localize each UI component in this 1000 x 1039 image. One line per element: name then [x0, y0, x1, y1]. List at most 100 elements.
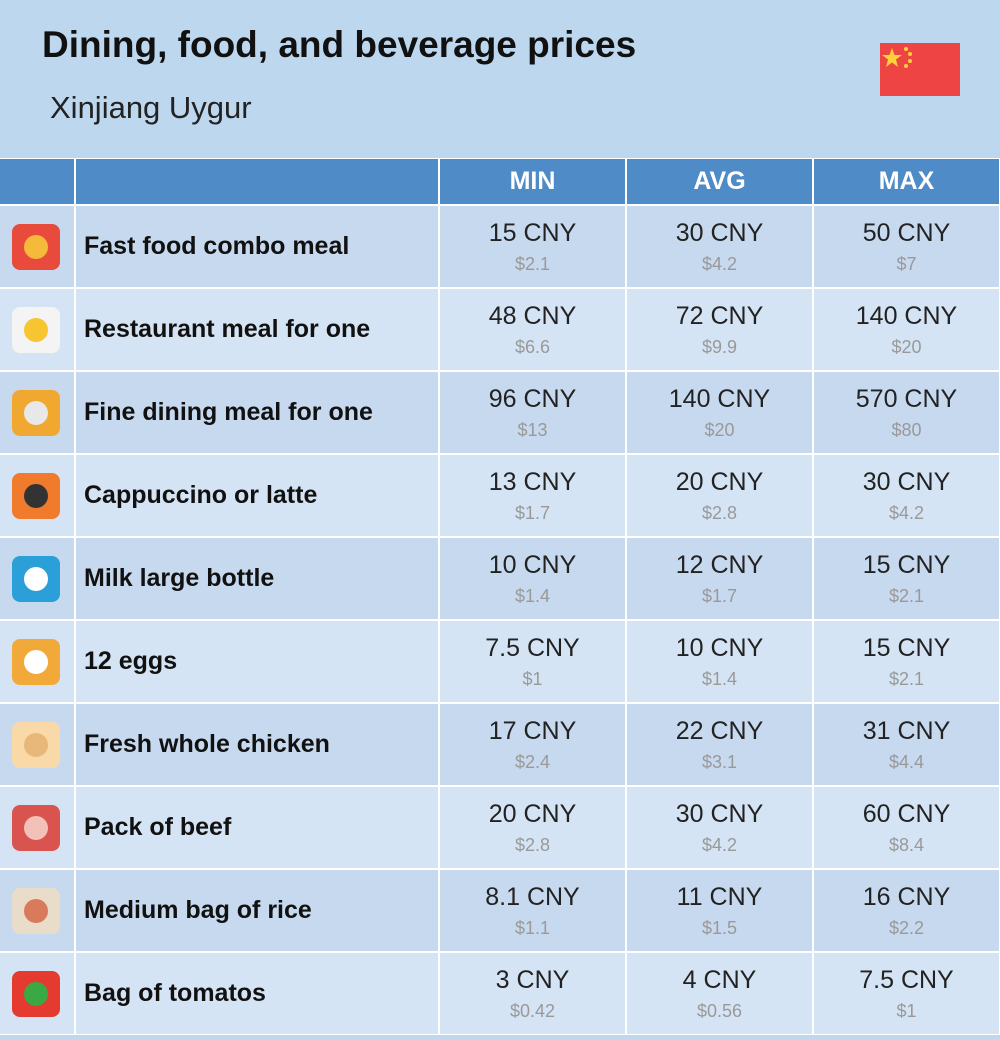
price-local: 22 CNY [675, 716, 764, 745]
icon [12, 639, 60, 685]
row-label: Restaurant meal for one [76, 289, 438, 370]
table: MIN AVG MAX Fast food combo meal 15 CNY $2.1 3… [0, 158, 1000, 1035]
price-cell: 8.1 CNY $1.1 [440, 870, 625, 951]
price-usd: $1 [522, 668, 543, 689]
price-local: 96 CNY [488, 384, 577, 413]
title: Dining, food, and beverage prices [42, 24, 637, 65]
icon-cell [0, 206, 74, 287]
price-usd: $1.7 [701, 585, 738, 606]
row-label: Bag of tomatos [76, 953, 438, 1034]
price-usd: $4.2 [701, 253, 738, 274]
price-local: 50 CNY [862, 218, 951, 247]
price-cell: 10 CNY $1.4 [627, 621, 812, 702]
price-usd: $9.9 [701, 336, 738, 357]
price-cell: 140 CNY $20 [814, 289, 999, 370]
price-usd: $2.1 [888, 668, 925, 689]
price-cell: 60 CNY $8.4 [814, 787, 999, 868]
price-local: 48 CNY [488, 301, 577, 330]
icon [12, 971, 60, 1017]
row-label: 12 eggs [76, 621, 438, 702]
price-usd: $1 [896, 1000, 917, 1021]
price-cell: 30 CNY $4.2 [627, 787, 812, 868]
price-local: 10 CNY [675, 633, 764, 662]
icon-cell [0, 870, 74, 951]
price-usd: $1.5 [701, 917, 738, 938]
price-cell: 20 CNY $2.8 [440, 787, 625, 868]
column-header: MAX [814, 159, 999, 204]
icon-cell [0, 704, 74, 785]
icon [12, 722, 60, 768]
row-label: Fresh whole chicken [76, 704, 438, 785]
price-usd: $7 [896, 253, 917, 274]
price-local: 30 CNY [675, 218, 764, 247]
price-usd: $4.2 [701, 834, 738, 855]
row-label: Cappuccino or latte [76, 455, 438, 536]
price-local: 140 CNY [855, 301, 958, 330]
price-usd: $1.7 [514, 502, 551, 523]
price-cell: 570 CNY $80 [814, 372, 999, 453]
price-cell: 15 CNY $2.1 [814, 538, 999, 619]
subtitle: Xinjiang Uygur [50, 90, 252, 125]
icon-cell [0, 372, 74, 453]
price-usd: $2.4 [514, 751, 551, 772]
icon [12, 556, 60, 602]
column-header: MIN [440, 159, 625, 204]
row-label: Pack of beef [76, 787, 438, 868]
price-cell: 12 CNY $1.7 [627, 538, 812, 619]
price-usd: $8.4 [888, 834, 925, 855]
column-header: AVG [627, 159, 812, 204]
price-local: 4 CNY [682, 965, 757, 994]
price-cell: 3 CNY $0.42 [440, 953, 625, 1034]
price-local: 13 CNY [488, 467, 577, 496]
price-local: 30 CNY [862, 467, 951, 496]
price-local: 10 CNY [488, 550, 577, 579]
price-local: 140 CNY [668, 384, 771, 413]
row-label: Milk large bottle [76, 538, 438, 619]
price-cell: 16 CNY $2.2 [814, 870, 999, 951]
price-cell: 31 CNY $4.4 [814, 704, 999, 785]
price-cell: 7.5 CNY $1 [814, 953, 999, 1034]
price-cell: 15 CNY $2.1 [440, 206, 625, 287]
price-local: 16 CNY [862, 882, 951, 911]
price-cell: 96 CNY $13 [440, 372, 625, 453]
price-cell: 10 CNY $1.4 [440, 538, 625, 619]
price-cell: 15 CNY $2.1 [814, 621, 999, 702]
price-local: 15 CNY [862, 550, 951, 579]
price-cell: 4 CNY $0.56 [627, 953, 812, 1034]
icon [12, 390, 60, 436]
price-usd: $1.4 [701, 668, 738, 689]
price-usd: $2.8 [514, 834, 551, 855]
icon-cell [0, 538, 74, 619]
price-cell: 13 CNY $1.7 [440, 455, 625, 536]
price-cell: 11 CNY $1.5 [627, 870, 812, 951]
header-cell [76, 159, 438, 204]
icon [12, 307, 60, 353]
icon-cell [0, 621, 74, 702]
price-local: 3 CNY [495, 965, 570, 994]
price-usd: $2.1 [514, 253, 551, 274]
price-usd: $0.42 [509, 1000, 556, 1021]
price-local: 60 CNY [862, 799, 951, 828]
price-usd: $1.4 [514, 585, 551, 606]
price-local: 17 CNY [488, 716, 577, 745]
price-usd: $3.1 [701, 751, 738, 772]
price-usd: $13 [517, 419, 548, 440]
price-usd: $4.4 [888, 751, 925, 772]
price-local: 31 CNY [862, 716, 951, 745]
price-local: 7.5 CNY [859, 965, 954, 994]
price-usd: $2.2 [888, 917, 925, 938]
icon-cell [0, 787, 74, 868]
price-usd: $20 [891, 336, 922, 357]
icon-cell [0, 953, 74, 1034]
flag [880, 43, 960, 96]
icon [12, 805, 60, 851]
row-label: Medium bag of rice [76, 870, 438, 951]
icon-cell [0, 289, 74, 370]
row-label: Fine dining meal for one [76, 372, 438, 453]
price-cell: 72 CNY $9.9 [627, 289, 812, 370]
price-usd: $6.6 [514, 336, 551, 357]
price-usd: $0.56 [696, 1000, 743, 1021]
price-cell: 140 CNY $20 [627, 372, 812, 453]
price-local: 7.5 CNY [485, 633, 580, 662]
